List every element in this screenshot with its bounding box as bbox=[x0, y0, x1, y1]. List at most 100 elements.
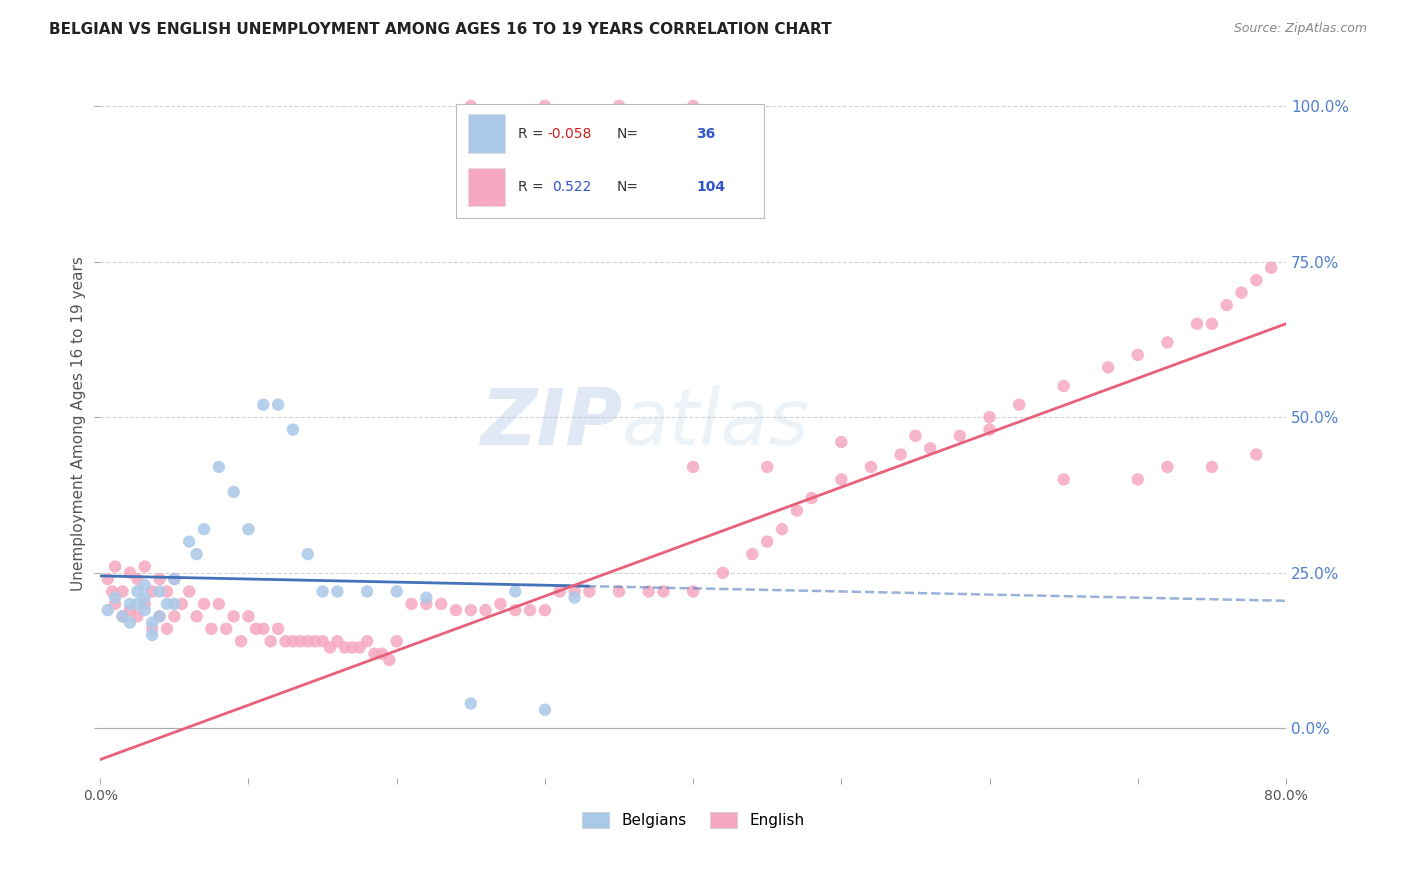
Point bbox=[127, 584, 149, 599]
Point bbox=[770, 522, 793, 536]
Point bbox=[326, 584, 349, 599]
Point bbox=[979, 410, 1001, 425]
Point bbox=[356, 634, 378, 648]
Point bbox=[949, 429, 972, 443]
Point bbox=[564, 584, 586, 599]
Point bbox=[170, 597, 193, 611]
Point bbox=[118, 566, 141, 580]
Point bbox=[333, 640, 356, 655]
Point bbox=[607, 99, 630, 113]
Point bbox=[474, 603, 496, 617]
Point bbox=[534, 703, 557, 717]
Point bbox=[1156, 459, 1178, 474]
Point bbox=[830, 472, 852, 486]
Point bbox=[830, 435, 852, 450]
Point bbox=[252, 398, 274, 412]
Point bbox=[163, 572, 186, 586]
Point bbox=[682, 459, 704, 474]
Point bbox=[222, 484, 245, 499]
Point bbox=[564, 591, 586, 605]
Point bbox=[979, 423, 1001, 437]
Point bbox=[1097, 360, 1119, 375]
Point bbox=[326, 634, 349, 648]
Point bbox=[904, 429, 927, 443]
Point bbox=[444, 603, 467, 617]
Point bbox=[519, 603, 541, 617]
Point bbox=[786, 503, 808, 517]
Point bbox=[342, 640, 364, 655]
Point bbox=[1201, 459, 1223, 474]
Point bbox=[1008, 398, 1031, 412]
Point bbox=[356, 584, 378, 599]
Point bbox=[1260, 260, 1282, 275]
Point bbox=[297, 634, 319, 648]
Point bbox=[800, 491, 823, 505]
Point bbox=[156, 584, 179, 599]
Point bbox=[1126, 348, 1149, 362]
Point bbox=[148, 609, 170, 624]
Point bbox=[245, 622, 267, 636]
Point bbox=[208, 597, 231, 611]
Point bbox=[163, 597, 186, 611]
Point bbox=[385, 584, 408, 599]
Point bbox=[118, 597, 141, 611]
Point bbox=[134, 578, 156, 592]
Point bbox=[104, 597, 127, 611]
Point bbox=[238, 609, 260, 624]
Point bbox=[118, 603, 141, 617]
Legend: Belgians, English: Belgians, English bbox=[575, 806, 811, 834]
Point bbox=[148, 609, 170, 624]
Text: BELGIAN VS ENGLISH UNEMPLOYMENT AMONG AGES 16 TO 19 YEARS CORRELATION CHART: BELGIAN VS ENGLISH UNEMPLOYMENT AMONG AG… bbox=[49, 22, 832, 37]
Y-axis label: Unemployment Among Ages 16 to 19 years: Unemployment Among Ages 16 to 19 years bbox=[72, 256, 86, 591]
Point bbox=[193, 522, 215, 536]
Point bbox=[118, 615, 141, 630]
Point bbox=[756, 534, 779, 549]
Point bbox=[111, 609, 134, 624]
Point bbox=[101, 584, 124, 599]
Point bbox=[534, 603, 557, 617]
Point bbox=[1201, 317, 1223, 331]
Point bbox=[460, 99, 482, 113]
Point bbox=[200, 622, 222, 636]
Point bbox=[304, 634, 326, 648]
Point bbox=[548, 584, 571, 599]
Point bbox=[134, 591, 156, 605]
Point bbox=[97, 603, 120, 617]
Point bbox=[1246, 273, 1268, 287]
Point bbox=[363, 647, 385, 661]
Point bbox=[267, 398, 290, 412]
Point bbox=[460, 697, 482, 711]
Point bbox=[141, 584, 163, 599]
Point bbox=[163, 572, 186, 586]
Point bbox=[1126, 472, 1149, 486]
Point bbox=[859, 459, 882, 474]
Point bbox=[134, 603, 156, 617]
Point bbox=[179, 534, 201, 549]
Point bbox=[460, 603, 482, 617]
Point bbox=[156, 597, 179, 611]
Point bbox=[534, 99, 557, 113]
Point bbox=[222, 609, 245, 624]
Point bbox=[385, 634, 408, 648]
Point bbox=[578, 584, 600, 599]
Point bbox=[489, 597, 512, 611]
Point bbox=[415, 597, 437, 611]
Point bbox=[1246, 448, 1268, 462]
Point bbox=[711, 566, 734, 580]
Point bbox=[401, 597, 423, 611]
Point bbox=[920, 442, 942, 456]
Point bbox=[1053, 379, 1076, 393]
Point bbox=[127, 597, 149, 611]
Point bbox=[215, 622, 238, 636]
Point bbox=[127, 572, 149, 586]
Text: Source: ZipAtlas.com: Source: ZipAtlas.com bbox=[1233, 22, 1367, 36]
Point bbox=[637, 584, 659, 599]
Point bbox=[141, 628, 163, 642]
Point bbox=[1185, 317, 1208, 331]
Point bbox=[134, 597, 156, 611]
Point bbox=[890, 448, 912, 462]
Point bbox=[148, 584, 170, 599]
Point bbox=[290, 634, 312, 648]
Point bbox=[1156, 335, 1178, 350]
Point bbox=[156, 622, 179, 636]
